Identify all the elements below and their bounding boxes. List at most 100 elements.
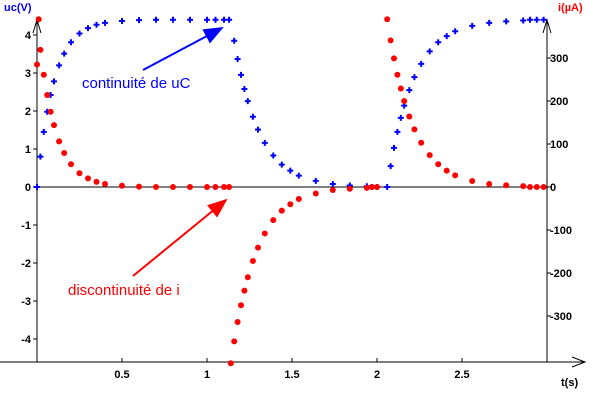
- y-left-tick-label: 2: [25, 106, 31, 118]
- i-point: [241, 287, 248, 294]
- uc-point: [37, 153, 44, 160]
- annotation-uc-text: continuité de uC: [82, 75, 191, 92]
- y-left-tick-label: 0: [25, 182, 31, 194]
- uc-point: [270, 152, 277, 159]
- uc-point: [136, 17, 142, 24]
- i-point: [61, 150, 68, 157]
- i-point: [391, 55, 397, 62]
- uc-point: [261, 139, 268, 146]
- i-point: [212, 184, 219, 190]
- y-left-tick-label: -1: [21, 220, 31, 232]
- uc-point: [51, 78, 57, 85]
- i-point: [93, 178, 100, 185]
- annotation-i-text: discontinuité de i: [68, 282, 180, 299]
- uc-point: [170, 16, 176, 23]
- uc-point: [226, 16, 233, 23]
- uc-point: [221, 16, 227, 23]
- annotation-uc-arrow: [142, 27, 224, 71]
- axes: [0, 18, 587, 368]
- i-point: [40, 71, 47, 78]
- i-point: [329, 187, 336, 194]
- i-point: [397, 85, 404, 92]
- uc-point: [452, 28, 459, 35]
- i-point: [68, 161, 74, 168]
- uc-point: [394, 128, 401, 135]
- i-point: [249, 257, 256, 264]
- i-point: [47, 108, 54, 115]
- x-tick-label: 2.5: [454, 369, 469, 381]
- i-point: [37, 46, 44, 53]
- uc-point: [384, 184, 391, 190]
- i-point: [406, 113, 413, 120]
- x-tick-label: 0.5: [114, 369, 129, 381]
- uc-point: [397, 114, 404, 121]
- i-point: [374, 184, 380, 190]
- uc-point: [520, 17, 527, 24]
- i-point: [226, 184, 233, 190]
- i-point: [221, 184, 227, 190]
- y-right-tick-label: -300: [550, 311, 572, 323]
- uc-point: [231, 37, 238, 44]
- uc-point: [255, 126, 261, 133]
- i-point: [469, 177, 476, 184]
- i-point: [503, 182, 510, 189]
- annotation-i: discontinuité de i: [68, 198, 228, 299]
- i-point: [231, 338, 238, 345]
- y-left-tick-label: -4: [21, 334, 32, 346]
- uc-point: [312, 177, 319, 184]
- i-point: [368, 184, 375, 190]
- uc-point: [426, 48, 433, 55]
- i-point: [270, 217, 277, 224]
- uc-point: [411, 74, 418, 81]
- uc-point: [241, 85, 248, 92]
- uc-point: [153, 16, 159, 23]
- i-point: [363, 184, 370, 191]
- uc-point: [212, 16, 219, 23]
- i-point: [187, 184, 193, 190]
- i-point: [119, 182, 125, 189]
- i-point: [426, 152, 433, 159]
- uc-point: [469, 22, 476, 29]
- uc-point: [249, 113, 256, 120]
- uc-point: [329, 180, 336, 187]
- i-point: [533, 184, 540, 190]
- uc-point: [85, 25, 91, 32]
- i-point: [227, 360, 234, 367]
- uc-point: [234, 55, 241, 62]
- uc-point: [61, 50, 68, 57]
- i-point: [170, 184, 176, 190]
- i-point: [153, 184, 159, 190]
- i-point: [34, 61, 40, 68]
- i-point: [56, 138, 63, 145]
- uc-point: [540, 16, 547, 23]
- x-label: t(s): [561, 377, 578, 389]
- i-point: [435, 161, 442, 168]
- y-left-tick-label: 4: [25, 30, 32, 42]
- uc-point: [435, 39, 442, 46]
- y-right-tick-label: 100: [550, 139, 568, 151]
- i-point: [44, 91, 51, 98]
- i-point: [287, 201, 294, 208]
- i-point: [204, 184, 210, 190]
- i-point: [520, 183, 527, 190]
- i-point: [261, 230, 268, 237]
- y-left-tick-label: -2: [21, 258, 31, 270]
- i-point: [312, 190, 319, 197]
- uc-point: [102, 19, 108, 26]
- i-point: [238, 302, 244, 309]
- x-axis-arrow: [571, 356, 587, 368]
- uc-point: [486, 19, 493, 26]
- uc-point: [34, 184, 40, 190]
- uc-point: [503, 18, 510, 25]
- i-point: [540, 184, 547, 190]
- y-right-label: i(µA): [558, 2, 583, 14]
- i-point: [384, 16, 391, 23]
- uc-point: [533, 16, 540, 23]
- i-point: [102, 180, 108, 187]
- i-point: [452, 172, 459, 179]
- uc-point: [244, 98, 251, 105]
- i-point: [51, 122, 57, 129]
- i-point: [234, 319, 241, 326]
- uc-point: [287, 167, 294, 174]
